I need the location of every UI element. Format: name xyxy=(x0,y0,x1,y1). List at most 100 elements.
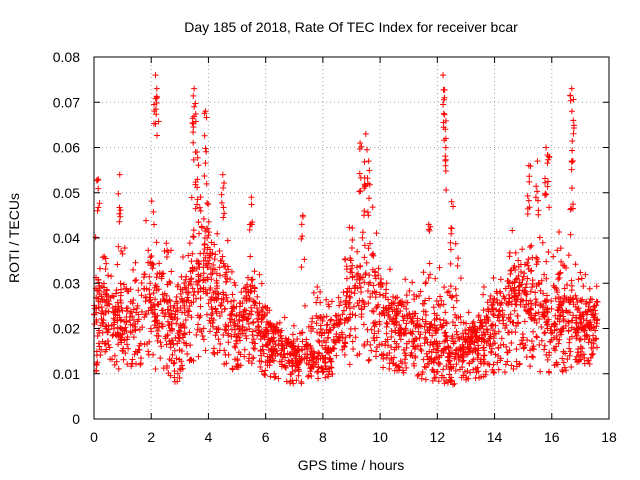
data-point xyxy=(532,296,539,303)
data-point xyxy=(578,275,585,282)
data-point xyxy=(420,269,427,276)
data-point xyxy=(263,318,270,325)
data-point xyxy=(195,162,202,169)
data-point xyxy=(417,331,424,338)
data-point xyxy=(318,364,325,371)
data-point xyxy=(561,364,568,371)
data-point xyxy=(535,309,542,316)
data-point xyxy=(393,344,400,351)
data-point xyxy=(373,334,380,341)
data-point xyxy=(302,302,309,309)
data-point xyxy=(394,294,401,301)
data-point xyxy=(245,286,252,293)
data-point xyxy=(433,368,440,375)
data-point xyxy=(192,181,199,188)
data-point xyxy=(359,234,366,241)
data-point xyxy=(353,264,360,271)
data-point xyxy=(197,295,204,302)
data-point xyxy=(383,280,390,287)
data-point xyxy=(402,276,409,283)
data-point xyxy=(540,290,547,297)
data-point xyxy=(112,311,119,318)
data-point xyxy=(587,319,594,326)
data-point xyxy=(511,279,518,286)
data-point xyxy=(219,253,226,260)
data-point xyxy=(479,336,486,343)
data-point xyxy=(116,210,123,217)
data-point xyxy=(529,254,536,261)
data-point xyxy=(192,205,199,212)
data-point xyxy=(290,360,297,367)
data-point xyxy=(426,329,433,336)
data-point xyxy=(474,350,481,357)
data-point xyxy=(304,342,311,349)
data-point xyxy=(506,295,513,302)
data-point xyxy=(254,332,261,339)
data-point xyxy=(145,259,152,266)
data-point xyxy=(220,184,227,191)
data-point xyxy=(436,264,443,271)
data-point xyxy=(532,289,539,296)
data-point xyxy=(270,328,277,335)
data-point xyxy=(492,351,499,358)
data-point xyxy=(117,213,124,220)
data-point xyxy=(355,270,362,277)
data-point xyxy=(386,365,393,372)
data-point xyxy=(480,307,487,314)
data-point xyxy=(288,343,295,350)
data-point xyxy=(150,301,157,308)
data-point xyxy=(495,366,502,373)
data-point xyxy=(551,327,558,334)
data-point xyxy=(158,343,165,350)
data-point xyxy=(194,282,201,289)
data-point xyxy=(528,300,535,307)
data-point xyxy=(512,329,519,336)
data-point xyxy=(350,303,357,310)
data-point xyxy=(192,149,199,156)
data-point xyxy=(129,328,136,335)
y-tick-label: 0.03 xyxy=(53,275,80,291)
data-point xyxy=(364,288,371,295)
data-point xyxy=(495,328,502,335)
data-point xyxy=(189,267,196,274)
data-point xyxy=(582,271,589,278)
data-point xyxy=(131,351,138,358)
data-point xyxy=(126,317,133,324)
data-point xyxy=(319,352,326,359)
data-point xyxy=(154,337,161,344)
data-point xyxy=(401,350,408,357)
data-point xyxy=(200,250,207,257)
data-point xyxy=(116,204,123,211)
data-point xyxy=(520,345,527,352)
data-point xyxy=(346,293,353,300)
data-point xyxy=(459,358,466,365)
data-point xyxy=(305,361,312,368)
data-point xyxy=(98,304,105,311)
data-point xyxy=(336,334,343,341)
data-point xyxy=(98,293,105,300)
data-point xyxy=(530,328,537,335)
data-point xyxy=(365,357,372,364)
data-point xyxy=(96,329,103,336)
data-point xyxy=(356,350,363,357)
data-point xyxy=(323,313,330,320)
data-point xyxy=(102,266,109,273)
data-point xyxy=(442,135,449,142)
data-point xyxy=(303,336,310,343)
data-point xyxy=(197,303,204,310)
data-point xyxy=(577,269,584,276)
data-point xyxy=(160,296,167,303)
data-point xyxy=(356,188,363,195)
data-point xyxy=(551,362,558,369)
data-point xyxy=(414,372,421,379)
data-point xyxy=(150,351,157,358)
data-point xyxy=(315,363,322,370)
data-point xyxy=(397,325,404,332)
data-point xyxy=(326,303,333,310)
data-point xyxy=(146,273,153,280)
data-point xyxy=(376,291,383,298)
data-point xyxy=(193,295,200,302)
data-point xyxy=(254,315,261,322)
data-point xyxy=(157,339,164,346)
data-point xyxy=(440,301,447,308)
